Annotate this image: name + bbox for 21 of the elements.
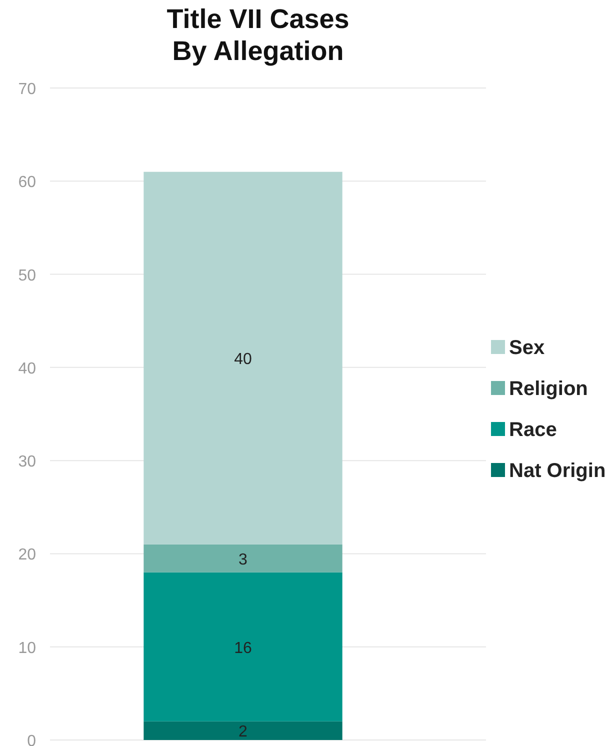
y-tick-label: 50 bbox=[18, 267, 36, 284]
data-label: 16 bbox=[234, 640, 252, 657]
y-tick-label: 70 bbox=[18, 81, 36, 98]
y-tick-label: 40 bbox=[18, 360, 36, 378]
bar bbox=[144, 544, 342, 572]
legend-label: Race bbox=[509, 419, 557, 441]
y-tick-label: 20 bbox=[18, 546, 36, 564]
bar bbox=[144, 572, 342, 722]
y-tick-label: 30 bbox=[18, 454, 36, 471]
bar bbox=[144, 721, 342, 740]
data-label: 3 bbox=[238, 551, 248, 568]
legend-label: Nat Origin bbox=[509, 460, 606, 482]
y-tick-label: 10 bbox=[18, 640, 36, 657]
bar bbox=[144, 172, 342, 544]
legend-label: Sex bbox=[509, 337, 545, 359]
legend-label: Religion bbox=[509, 378, 588, 400]
data-label: 40 bbox=[234, 351, 252, 368]
y-tick-label: 60 bbox=[18, 174, 36, 192]
y-tick-label: 0 bbox=[27, 733, 36, 746]
data-label: 2 bbox=[238, 724, 248, 741]
chart-title: Title VII Cases By Allegation bbox=[166, 4, 350, 66]
